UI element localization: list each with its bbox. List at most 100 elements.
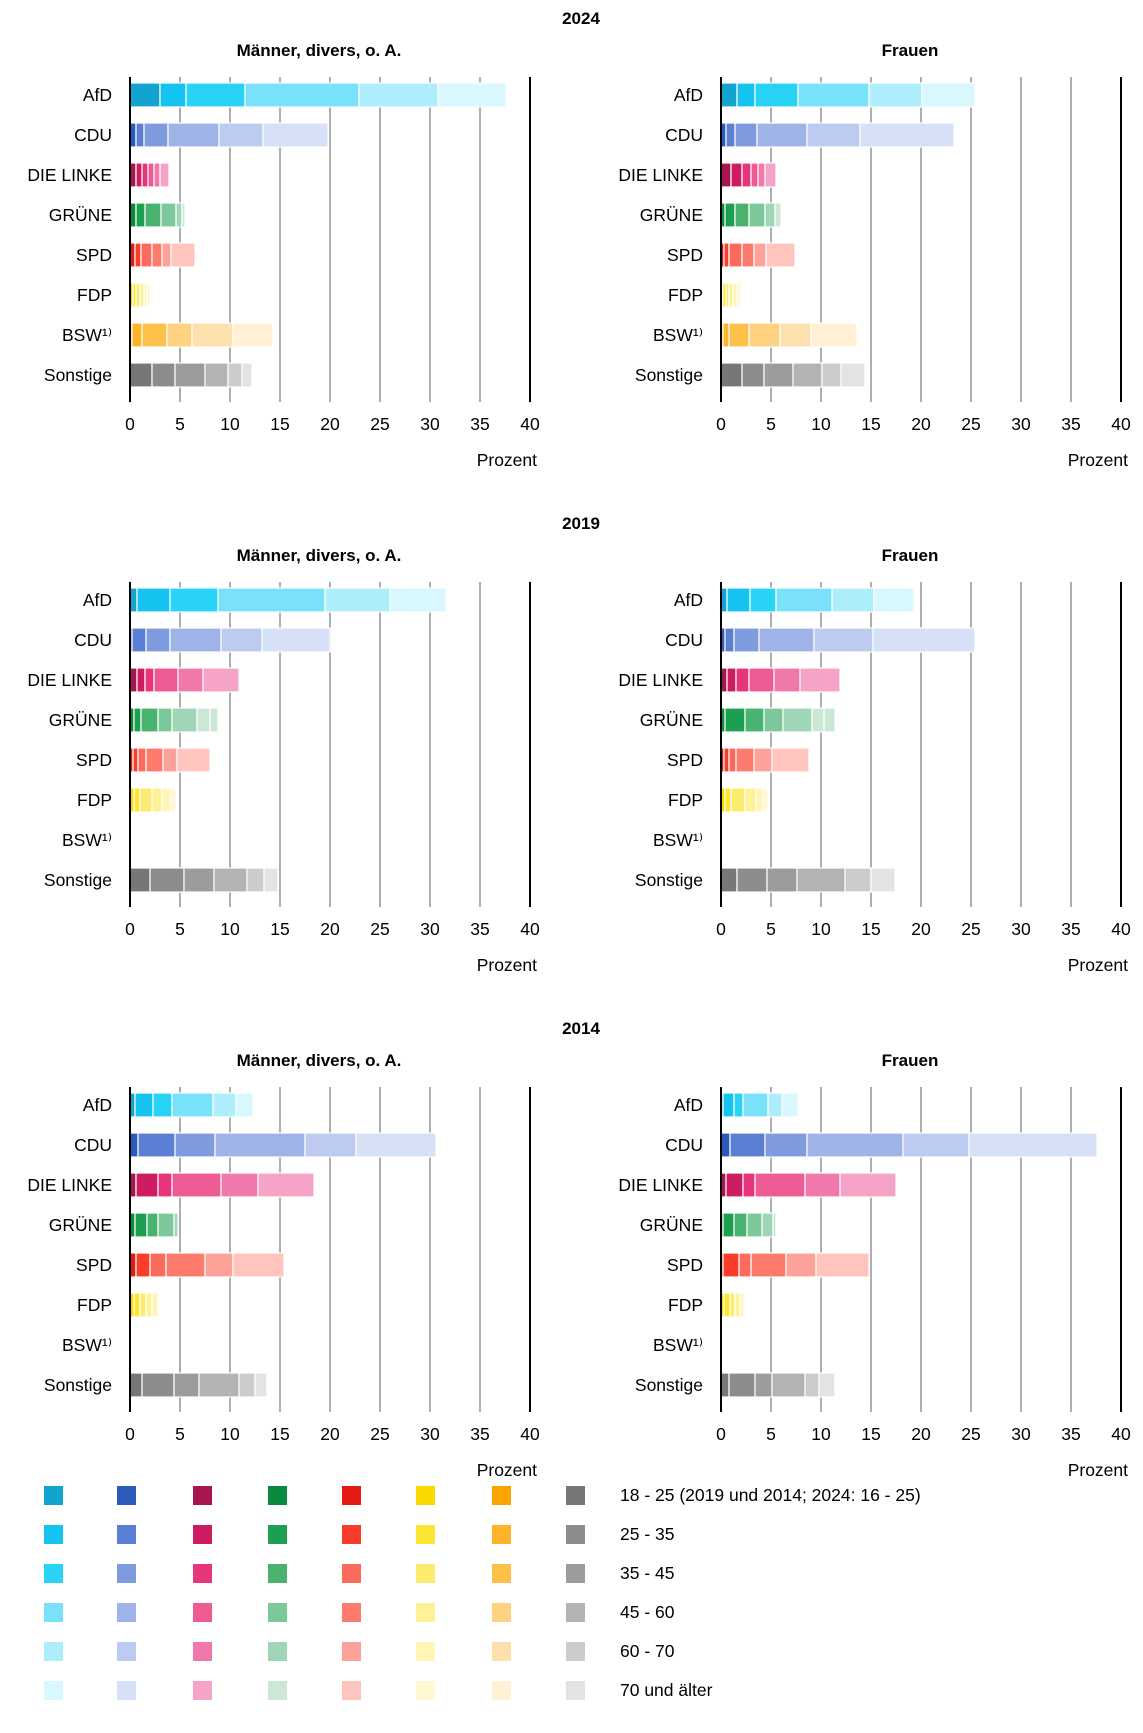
legend-swatch-bsw	[492, 1486, 511, 1505]
tick-label: 25	[961, 919, 980, 939]
tick-label: 5	[175, 1424, 185, 1444]
bar-segment-afd-3	[217, 587, 326, 613]
category-label-sonstige: Sonstige	[44, 1375, 112, 1395]
legend-row: 35 - 45	[0, 1563, 1143, 1583]
bar-segment-cdu-2	[764, 1132, 808, 1158]
bar-segment-spd-1	[723, 747, 730, 773]
bar-segment-gr-ne-4	[171, 707, 198, 733]
bar-segment-cdu-3	[169, 627, 222, 653]
bar-segment-gr-ne-1	[724, 707, 746, 733]
bar-segment-afd-1	[136, 587, 171, 613]
tick-label: 20	[911, 414, 931, 434]
tick-label: 20	[911, 1424, 931, 1444]
bar-segment-sonstige-2	[174, 362, 206, 388]
bar-segment-gr-ne-3	[157, 1212, 175, 1238]
bar-segment-fdp-3	[744, 787, 757, 813]
bar-segment-die-linke-4	[773, 667, 801, 693]
legend-label: 45 - 60	[620, 1602, 675, 1622]
bar-segment-gr-ne-6	[209, 707, 219, 733]
bar-segment-fdp-2	[139, 787, 153, 813]
bar-segment-cdu-4	[304, 1132, 357, 1158]
tick-label: 5	[175, 919, 185, 939]
group-title: Frauen	[882, 1051, 939, 1070]
legend-label: 18 - 25 (2019 und 2014; 2024: 16 - 25)	[620, 1485, 921, 1505]
legend-swatch-sonstige	[566, 1525, 585, 1544]
bar-segment-sonstige-0	[129, 1372, 143, 1398]
bar-segment-spd-3	[735, 747, 755, 773]
bar-segment-spd-2	[149, 1252, 167, 1278]
bar-segment-afd-5	[235, 1092, 254, 1118]
bar-segment-die-linke-1	[136, 667, 146, 693]
tick-label: 0	[125, 1424, 135, 1444]
category-label-bsw: BSW¹⁾	[62, 1335, 112, 1355]
legend-swatch-spd	[342, 1681, 361, 1700]
bar-segment-gr-ne-5	[772, 1212, 777, 1238]
bar-segment-spd-2	[738, 1252, 752, 1278]
bar-segment-cdu-1	[729, 1132, 766, 1158]
bar-segment-afd-2	[169, 587, 219, 613]
category-label-afd: AfD	[83, 1095, 112, 1115]
bar-segment-cdu-5	[859, 122, 955, 148]
legend-swatch-die-linke	[193, 1564, 212, 1583]
bar-segment-spd-2	[728, 242, 743, 268]
bar-segment-gr-ne-3	[763, 707, 784, 733]
bar-segment-cdu-1	[725, 122, 736, 148]
bar-segment-sonstige-5	[840, 362, 866, 388]
bar-segment-gr-ne-2	[734, 202, 750, 228]
bar-segment-fdp-3	[139, 282, 145, 308]
category-label-die-linke: DIE LINKE	[27, 670, 112, 690]
bar-segment-cdu-2	[145, 627, 171, 653]
tick-label: 35	[470, 1424, 489, 1444]
tick-label: 15	[861, 414, 880, 434]
bar-segment-afd-0	[720, 82, 738, 108]
legend-swatch-die-linke	[193, 1486, 212, 1505]
bar-segment-die-linke-2	[742, 1172, 756, 1198]
bar-segment-sonstige-1	[736, 867, 768, 893]
bar-segment-spd-4	[161, 242, 172, 268]
legend-swatch-afd	[44, 1681, 63, 1700]
legend-swatch-fdp	[416, 1681, 435, 1700]
bar-segment-spd-5	[815, 1252, 870, 1278]
category-label-gr-ne: GRÜNE	[49, 710, 112, 730]
bar-segment-gr-ne-1	[724, 202, 736, 228]
legend-swatch-cdu	[117, 1603, 136, 1622]
tick-label: 35	[470, 919, 489, 939]
legend-swatch-cdu	[117, 1642, 136, 1661]
bar-segment-sonstige-3	[198, 1372, 240, 1398]
legend-swatch-gr-ne	[268, 1525, 287, 1544]
bar-segment-afd-3	[171, 1092, 214, 1118]
legend-swatch-cdu	[117, 1681, 136, 1700]
tick-label: 40	[1111, 414, 1131, 434]
tick-label: 10	[220, 919, 240, 939]
category-label-die-linke: DIE LINKE	[27, 1175, 112, 1195]
bar-segment-die-linke-2	[144, 667, 155, 693]
bar-segment-sonstige-1	[741, 362, 765, 388]
bar-segment-bsw-1	[722, 322, 730, 348]
bar-segment-gr-ne-1	[134, 1212, 148, 1238]
tick-label: 35	[1061, 1424, 1080, 1444]
bar-segment-afd-5	[873, 587, 915, 613]
category-label-spd: SPD	[667, 750, 703, 770]
bar-segment-gr-ne-2	[744, 707, 765, 733]
category-label-gr-ne: GRÜNE	[640, 710, 703, 730]
bar-segment-fdp-1	[723, 1292, 731, 1318]
category-label-fdp: FDP	[77, 1295, 112, 1315]
bar-segment-gr-ne-3	[748, 202, 766, 228]
bar-segment-sonstige-4	[844, 867, 872, 893]
bar-segment-afd-1	[134, 1092, 154, 1118]
bar-segment-afd-4	[831, 587, 875, 613]
bar-segment-sonstige-3	[771, 1372, 806, 1398]
bar-segment-afd-3	[244, 82, 360, 108]
legend-row: 45 - 60	[0, 1602, 1143, 1622]
legend-label: 35 - 45	[620, 1563, 675, 1583]
legend-swatch-spd	[342, 1642, 361, 1661]
bar-segment-spd-1	[722, 1252, 740, 1278]
bar-segment-cdu-1	[137, 1132, 176, 1158]
bar-segment-cdu-0	[129, 1132, 139, 1158]
bar-segment-bsw-2	[141, 322, 168, 348]
legend-swatch-die-linke	[193, 1642, 212, 1661]
bar-segment-die-linke-1	[135, 162, 143, 188]
bar-segment-die-linke-1	[725, 1172, 744, 1198]
bar-segment-fdp-1	[133, 1292, 141, 1318]
bar-segment-afd-3	[742, 1092, 769, 1118]
